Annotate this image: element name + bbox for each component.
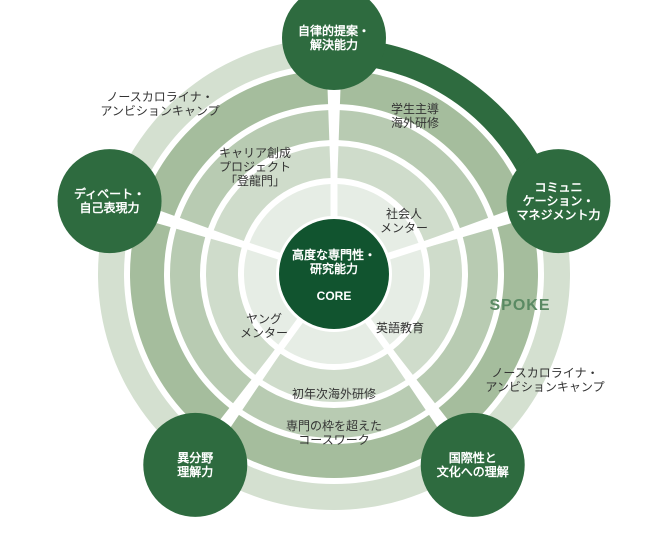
core-word: CORE bbox=[317, 289, 352, 303]
annotation-3: 初年次海外研修 bbox=[292, 386, 376, 401]
outer-node-2: 国際性と文化への理解 bbox=[421, 413, 525, 517]
hub-spoke-diagram: 学生主導海外研修社会人メンター英語教育初年次海外研修専門の枠を超えたコースワーク… bbox=[0, 0, 668, 548]
spoke-word: SPOKE bbox=[489, 297, 550, 314]
annotation-1: 社会人メンター bbox=[380, 206, 428, 235]
outer-node-1: コミュニケーション・マネジメント力 bbox=[506, 149, 610, 253]
annotation-6: キャリア創成プロジェクト「登龍門」 bbox=[219, 146, 291, 188]
annotation-8: ノースカロライナ・アンビションキャンプ bbox=[485, 366, 604, 394]
outer-node-3: 異分野理解力 bbox=[143, 413, 247, 517]
annotation-0: 学生主導海外研修 bbox=[391, 101, 439, 130]
svg-text:異分野理解力: 異分野理解力 bbox=[177, 450, 213, 479]
annotation-4: 専門の枠を超えたコースワーク bbox=[286, 418, 382, 447]
outer-node-4: ディベート・自己表現力 bbox=[58, 149, 162, 253]
annotation-2: 英語教育 bbox=[376, 320, 424, 335]
annotation-5: ヤングメンター bbox=[240, 312, 288, 340]
annotation-7: ノースカロライナ・アンビションキャンプ bbox=[100, 90, 219, 118]
svg-text:ディベート・自己表現力: ディベート・自己表現力 bbox=[74, 186, 145, 215]
core-node: 高度な専門性・研究能力CORE bbox=[279, 219, 389, 329]
